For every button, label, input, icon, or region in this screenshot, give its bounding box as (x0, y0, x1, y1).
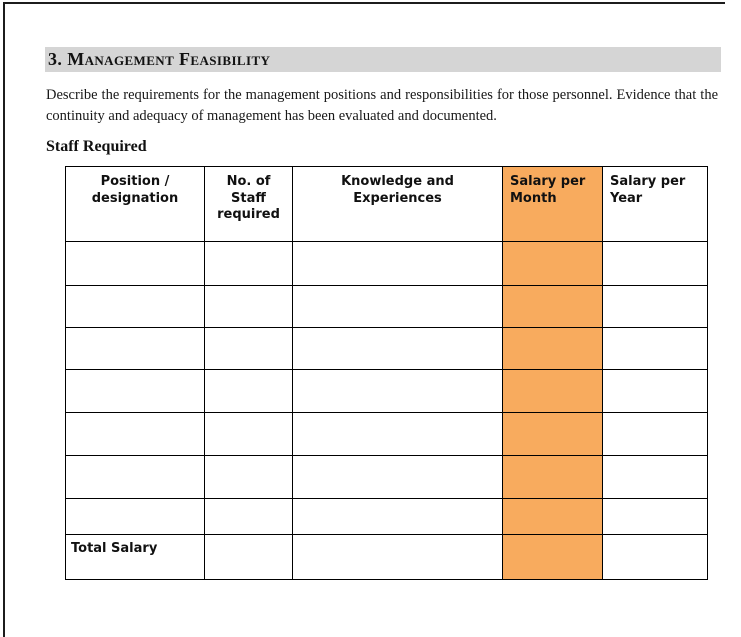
cell-salary-month[interactable] (502, 327, 603, 370)
header-no-of-staff-required: No. of Staff required (204, 166, 293, 242)
cell-knowledge-total[interactable] (292, 534, 503, 580)
cell-knowledge[interactable] (292, 498, 503, 535)
header-knowledge-and-experiences: Knowledge and Experiences (292, 166, 503, 242)
cell-salary-year[interactable] (602, 455, 708, 499)
cell-position[interactable] (65, 327, 205, 370)
table-row (65, 455, 708, 499)
table-row (65, 285, 708, 328)
cell-salary-month[interactable] (502, 369, 603, 413)
cell-knowledge[interactable] (292, 241, 503, 286)
cell-salary-month-total[interactable] (502, 534, 603, 580)
cell-position[interactable] (65, 369, 205, 413)
cell-salary-month[interactable] (502, 412, 603, 456)
cell-knowledge[interactable] (292, 327, 503, 370)
table-row (65, 498, 708, 535)
section-description: Describe the requirements for the manage… (46, 87, 718, 124)
page-border-left (3, 2, 5, 637)
cell-staff-count[interactable] (204, 369, 293, 413)
cell-salary-year[interactable] (602, 241, 708, 286)
cell-position[interactable] (65, 285, 205, 328)
table-total-row: Total Salary (65, 534, 708, 580)
cell-position[interactable] (65, 241, 205, 286)
cell-position[interactable] (65, 412, 205, 456)
header-salary-per-month: Salary per Month (502, 166, 603, 242)
cell-salary-year[interactable] (602, 327, 708, 370)
cell-salary-year[interactable] (602, 412, 708, 456)
cell-salary-month[interactable] (502, 241, 603, 286)
table-row (65, 241, 708, 286)
staff-required-table: Position / designation No. of Staff requ… (65, 166, 708, 580)
cell-staff-count[interactable] (204, 285, 293, 328)
cell-position[interactable] (65, 498, 205, 535)
cell-salary-year[interactable] (602, 369, 708, 413)
cell-staff-count[interactable] (204, 241, 293, 286)
cell-staff-count[interactable] (204, 498, 293, 535)
header-salary-per-year: Salary per Year (602, 166, 708, 242)
section-heading: 3. Management Feasibility (48, 49, 271, 69)
table-row (65, 412, 708, 456)
cell-salary-year[interactable] (602, 285, 708, 328)
cell-knowledge[interactable] (292, 369, 503, 413)
cell-salary-month[interactable] (502, 455, 603, 499)
table-row (65, 327, 708, 370)
table-row (65, 369, 708, 413)
cell-position[interactable] (65, 455, 205, 499)
cell-salary-month[interactable] (502, 285, 603, 328)
total-salary-label: Total Salary (65, 534, 205, 580)
cell-knowledge[interactable] (292, 285, 503, 328)
cell-knowledge[interactable] (292, 412, 503, 456)
cell-staff-count-total[interactable] (204, 534, 293, 580)
cell-staff-count[interactable] (204, 412, 293, 456)
section-heading-bar: 3. Management Feasibility (45, 47, 721, 72)
cell-staff-count[interactable] (204, 455, 293, 499)
cell-salary-year[interactable] (602, 498, 708, 535)
staff-required-subheading: Staff Required (46, 138, 147, 155)
cell-salary-year-total[interactable] (602, 534, 708, 580)
table-header-row: Position / designation No. of Staff requ… (65, 166, 708, 242)
cell-knowledge[interactable] (292, 455, 503, 499)
page-border-top (3, 2, 725, 4)
cell-salary-month[interactable] (502, 498, 603, 535)
cell-staff-count[interactable] (204, 327, 293, 370)
header-position-designation: Position / designation (65, 166, 205, 242)
